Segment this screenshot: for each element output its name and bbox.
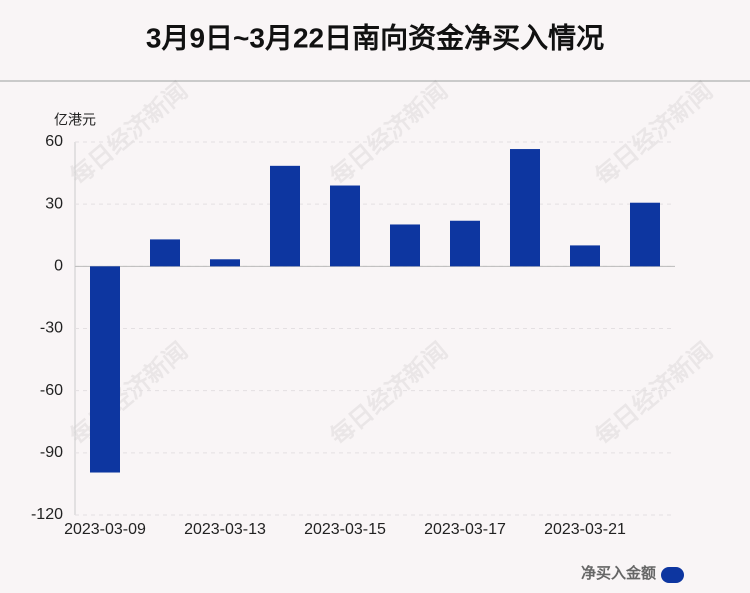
y-tick-label: 30 [45,195,63,212]
y-tick-label: 0 [54,258,63,275]
x-tick-label: 2023-03-13 [184,521,266,538]
y-tick-label: -90 [40,444,63,461]
bar [390,224,420,267]
y-tick-label: -120 [31,506,63,523]
y-tick-label: 60 [45,133,63,150]
bar [570,245,600,267]
bar [450,220,480,267]
bar [270,165,300,267]
y-tick-label: -30 [40,320,63,337]
y-axis-label: 亿港元 [54,112,96,128]
y-tick-label: -60 [40,382,63,399]
legend-label: 净买入金额 [581,564,656,582]
bar [330,185,360,267]
bar [210,259,240,267]
x-tick-label: 2023-03-17 [424,521,506,538]
bar [630,202,660,267]
x-tick-label: 2023-03-15 [304,521,386,538]
bar [90,266,120,473]
x-tick-label: 2023-03-21 [544,521,626,538]
legend-swatch [661,567,684,583]
chart-title: 3月9日~3月22日南向资金净买入情况 [146,21,604,53]
bar [510,149,540,267]
x-tick-label: 2023-03-09 [64,521,146,538]
bar [150,239,180,267]
